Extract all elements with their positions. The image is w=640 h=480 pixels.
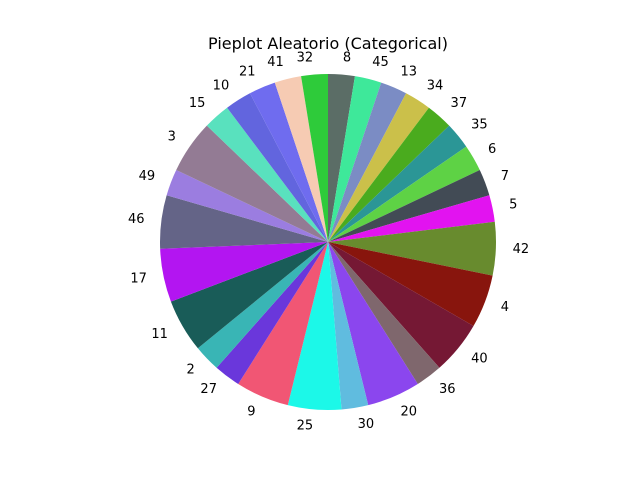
- pie-slice-37: [328, 107, 450, 242]
- pie-slice-46: [160, 195, 328, 249]
- pie-slice-42: [328, 221, 497, 276]
- slice-label-40: 40: [471, 351, 488, 366]
- slice-label-17: 17: [130, 271, 147, 286]
- slice-label-8: 8: [343, 50, 351, 65]
- chart-title: Pieplot Aleatorio (Categorical): [208, 34, 448, 53]
- slice-label-13: 13: [400, 64, 417, 79]
- pie-slice-45: [328, 76, 382, 243]
- slice-label-30: 30: [358, 417, 375, 432]
- slice-label-35: 35: [471, 118, 488, 133]
- pie-slice-11: [170, 242, 328, 349]
- slice-label-45: 45: [372, 55, 389, 70]
- slice-label-2: 2: [186, 363, 194, 378]
- pie-slice-32: [301, 74, 328, 242]
- slice-label-42: 42: [513, 242, 530, 257]
- pie-slice-49: [166, 169, 328, 242]
- pie-slice-6: [328, 146, 480, 242]
- pie-slice-15: [206, 107, 328, 242]
- pie-slice-21: [249, 82, 328, 243]
- slice-label-37: 37: [451, 96, 468, 111]
- pie-slice-5: [328, 195, 495, 242]
- pie-slice-4: [328, 242, 493, 326]
- slice-label-27: 27: [200, 382, 217, 397]
- pie-slice-8: [328, 74, 355, 242]
- slice-label-46: 46: [128, 212, 145, 227]
- slice-label-25: 25: [297, 419, 314, 434]
- slice-label-34: 34: [427, 78, 444, 93]
- slice-label-21: 21: [239, 64, 256, 79]
- slice-label-15: 15: [189, 96, 206, 111]
- pie-slice-7: [328, 169, 490, 242]
- slice-label-3: 3: [168, 130, 176, 145]
- slice-label-4: 4: [501, 300, 509, 315]
- slice-label-7: 7: [501, 169, 509, 184]
- slice-label-32: 32: [297, 50, 314, 65]
- slice-label-6: 6: [488, 142, 496, 157]
- pie-slices: [160, 74, 497, 411]
- pie-slice-10: [227, 93, 328, 243]
- slice-label-36: 36: [439, 382, 456, 397]
- pie-slice-40: [328, 242, 474, 368]
- pie-slice-25: [287, 242, 342, 411]
- slice-label-41: 41: [267, 55, 284, 70]
- pie-slice-34: [328, 93, 429, 243]
- pie-slice-35: [328, 125, 467, 242]
- slice-label-9: 9: [247, 405, 255, 420]
- pie-slice-17: [160, 242, 328, 302]
- pie-slice-2: [197, 242, 328, 368]
- pie-slice-27: [216, 242, 328, 384]
- pie-slice-41: [274, 76, 328, 243]
- slice-label-10: 10: [213, 78, 230, 93]
- slice-label-5: 5: [509, 198, 517, 213]
- pie-slice-20: [328, 242, 418, 406]
- pie-slice-30: [328, 242, 369, 410]
- slice-label-20: 20: [400, 405, 417, 420]
- pie-slice-3: [176, 125, 328, 242]
- slice-label-11: 11: [151, 327, 168, 342]
- pie-slice-36: [328, 242, 440, 384]
- pie-slice-9: [238, 242, 328, 406]
- pie-slice-13: [328, 82, 407, 243]
- slice-label-49: 49: [139, 169, 156, 184]
